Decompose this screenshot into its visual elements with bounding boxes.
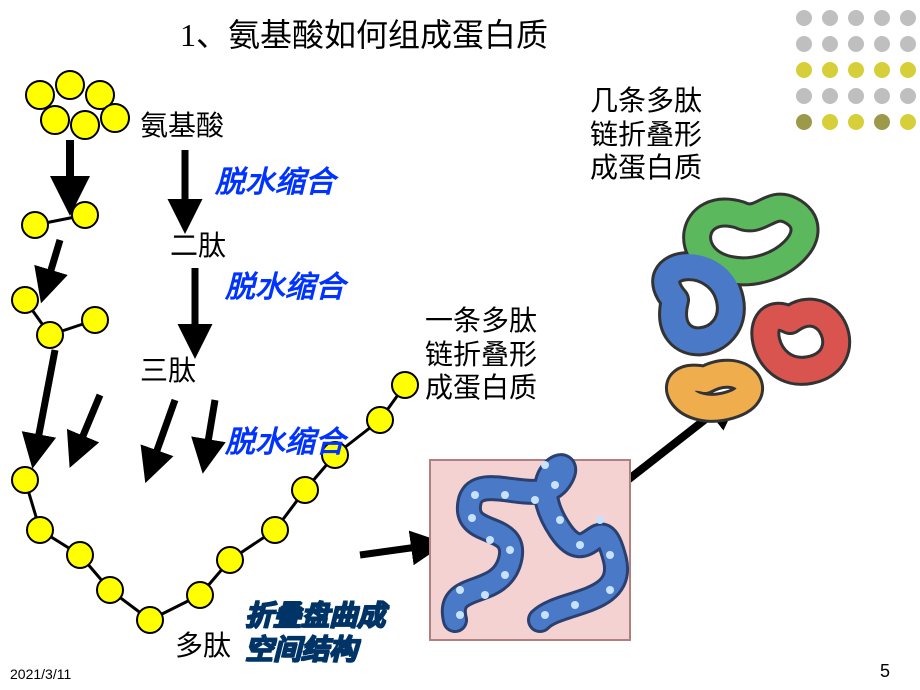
label-dehydration-1: 脱水缩合: [215, 165, 335, 201]
label-polypeptide: 多肽: [175, 630, 231, 664]
label-one-chain: 一条多肽 链折叠形 成蛋白质: [425, 305, 537, 406]
slide-stage: { "meta": { "width": 920, "height": 690,…: [0, 0, 920, 690]
footer-page: 5: [880, 661, 890, 682]
label-dehydration-3: 脱水缩合: [225, 425, 345, 461]
footer-date: 2021/3/11: [10, 666, 71, 682]
label-dehydration-2: 脱水缩合: [225, 270, 345, 306]
label-dipeptide: 二肽: [170, 230, 226, 264]
label-multi-chain: 几条多肽 链折叠形 成蛋白质: [590, 85, 702, 186]
label-amino-acid: 氨基酸: [140, 110, 224, 144]
label-tripeptide: 三肽: [140, 355, 196, 389]
slide-title: 1、氨基酸如何组成蛋白质: [180, 10, 548, 56]
label-fold-spatial: 折叠盘曲成 空间结构: [245, 600, 385, 667]
